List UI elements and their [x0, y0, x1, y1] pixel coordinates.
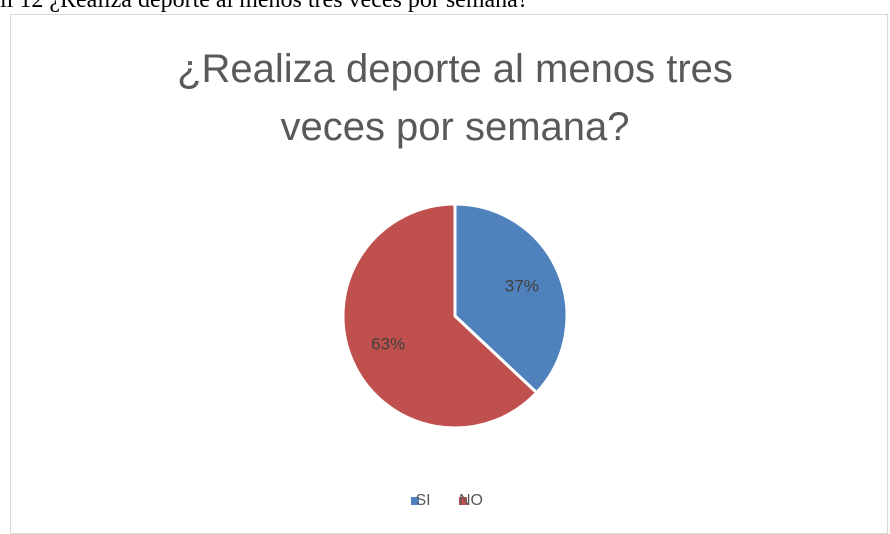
data-label: 37% [505, 277, 539, 296]
caption: il 12 ¿Realiza deporte al menos tres vec… [0, 0, 529, 13]
legend-label: NO [459, 492, 483, 509]
legend-swatch [411, 497, 419, 505]
pie-slice [341, 202, 539, 430]
data-label: 63% [371, 334, 405, 353]
legend-swatch [459, 497, 467, 505]
chart-title: ¿Realiza deporte al menos tres veces por… [177, 47, 733, 149]
pie-slice [453, 202, 569, 395]
legend-label: SI [415, 492, 430, 509]
